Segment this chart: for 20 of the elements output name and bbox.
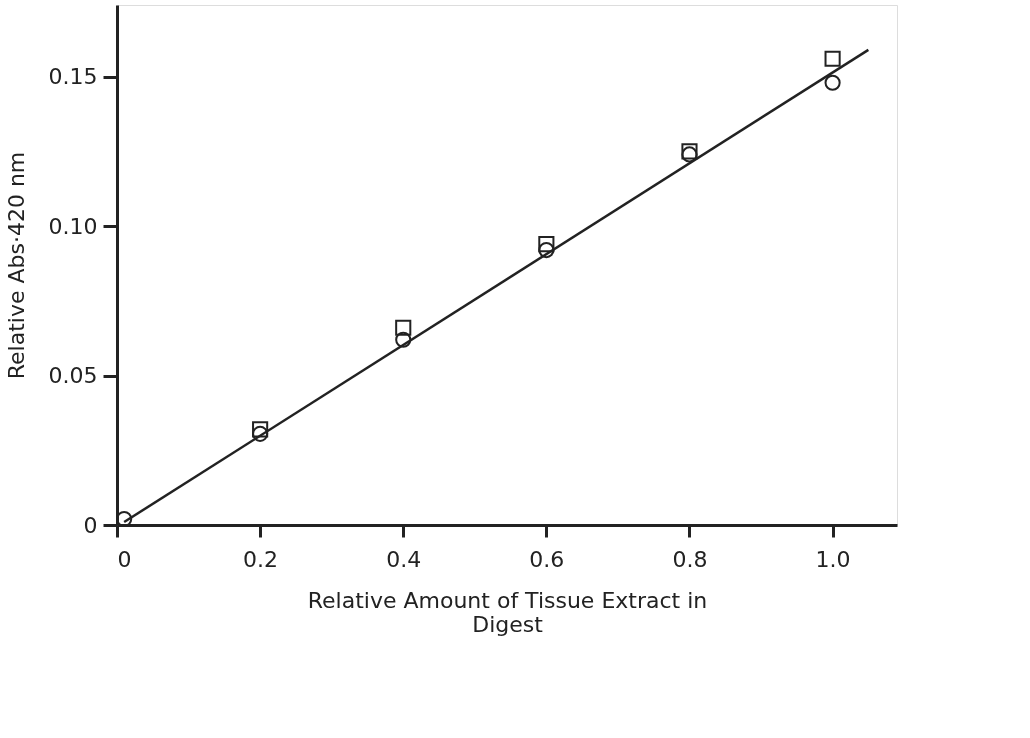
point [395, 331, 412, 348]
point [395, 319, 412, 336]
x-tick-label: 1.0 [815, 546, 851, 572]
point [252, 421, 269, 438]
y-tick-label: 0.05 [48, 363, 98, 389]
point [538, 236, 555, 253]
x-tick-label: 0.8 [672, 546, 708, 572]
point [252, 425, 269, 442]
y-tick-label: 0.15 [48, 64, 98, 90]
point [824, 74, 841, 91]
y-axis-title: Relative Abs·420 nm [3, 151, 29, 380]
x-tick-label: 0.2 [243, 546, 279, 572]
point [824, 50, 841, 67]
x-tick-label: 0.4 [386, 546, 422, 572]
x-tick-label: 0.6 [529, 546, 565, 572]
y-tick-label: 0.10 [48, 213, 98, 239]
x-axis-title: Relative Amount of Tissue Extract in Digest [307, 587, 708, 637]
y-tick-label: 0 [83, 512, 98, 538]
point [538, 242, 555, 259]
x-tick-label: 0 [117, 546, 132, 572]
